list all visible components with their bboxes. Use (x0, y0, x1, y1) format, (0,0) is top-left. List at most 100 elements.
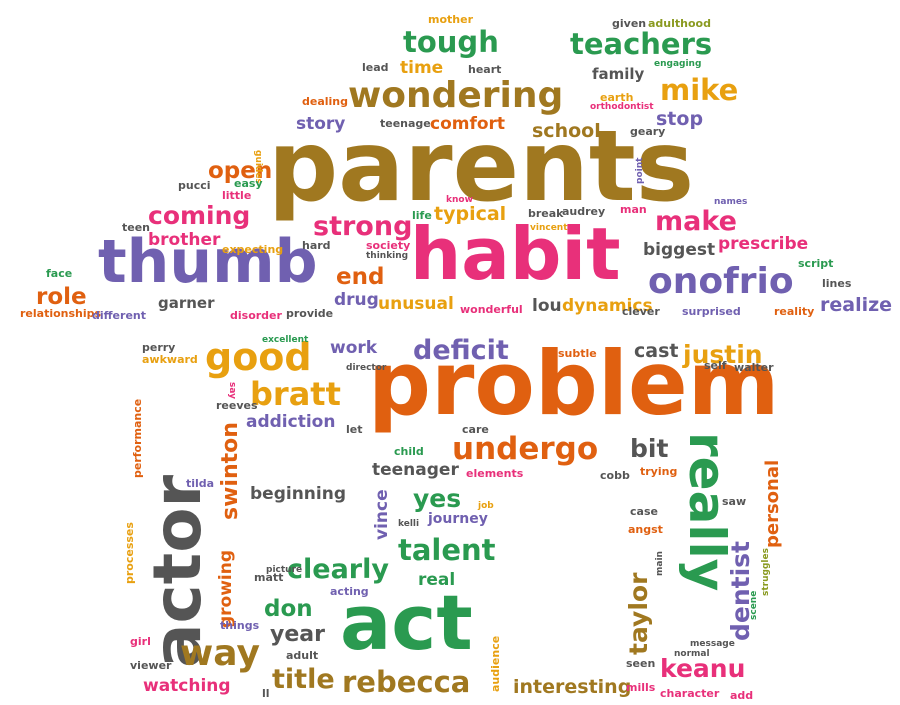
cloud-word: really (678, 432, 736, 592)
cloud-word: cast (634, 340, 679, 362)
cloud-word: names (714, 197, 748, 207)
cloud-word: problem (368, 332, 780, 435)
cloud-word: act (340, 578, 473, 667)
cloud-word: job (478, 501, 494, 511)
cloud-word: beginning (250, 484, 346, 504)
cloud-word: face (46, 267, 73, 280)
cloud-word: add (730, 689, 754, 702)
cloud-word: watching (143, 676, 231, 696)
cloud-word: audience (489, 635, 502, 692)
cloud-word: make (655, 206, 737, 237)
cloud-word: journey (428, 511, 488, 527)
cloud-word: given (612, 17, 647, 30)
cloud-word: ll (262, 687, 270, 700)
cloud-word: script (798, 257, 834, 270)
cloud-word: seen (626, 657, 656, 670)
cloud-word: viewer (130, 659, 172, 672)
cloud-word: rebecca (342, 665, 471, 699)
cloud-word: heart (468, 63, 502, 76)
cloud-word: mills (626, 681, 656, 694)
cloud-word: story (296, 114, 346, 134)
cloud-word: teenager (372, 460, 459, 480)
cloud-word: personal (762, 459, 783, 548)
cloud-word: addiction (246, 412, 336, 432)
cloud-word: family (592, 65, 645, 83)
cloud-word: character (660, 687, 720, 700)
cloud-word: break (528, 207, 564, 220)
cloud-word: dealing (302, 95, 349, 108)
cloud-word: vincent (530, 223, 568, 233)
cloud-word: pucci (178, 179, 211, 192)
cloud-word: swinton (218, 422, 243, 520)
cloud-word: tough (403, 25, 499, 59)
cloud-word: tilda (186, 477, 215, 490)
cloud-word: teachers (570, 27, 713, 61)
cloud-word: hard (302, 239, 331, 252)
cloud-word: picture (266, 565, 303, 575)
cloud-word: point (635, 157, 645, 184)
cloud-word: self (704, 359, 727, 372)
cloud-word: stop (656, 108, 704, 130)
cloud-word: school (532, 120, 601, 142)
cloud-word: little (222, 189, 252, 202)
cloud-word: matt (254, 571, 284, 584)
cloud-word: performance (131, 398, 144, 478)
cloud-word: work (330, 338, 378, 358)
cloud-word: good (205, 335, 312, 379)
cloud-word: child (394, 445, 424, 458)
cloud-word: girl (130, 635, 151, 648)
cloud-word: walter (734, 361, 774, 374)
cloud-word: growing (216, 549, 236, 628)
cloud-word: reeves (216, 399, 258, 412)
cloud-word: open (208, 158, 273, 184)
cloud-word: wondering (348, 75, 564, 116)
cloud-word: parents (268, 110, 695, 224)
cloud-word: prescribe (718, 234, 809, 254)
cloud-word: keanu (660, 654, 746, 683)
cloud-word: engaging (654, 59, 702, 69)
cloud-word: main (655, 551, 665, 576)
cloud-word: know (446, 195, 473, 205)
cloud-word: deficit (413, 335, 509, 366)
cloud-word: awkward (142, 353, 198, 366)
cloud-word: thinking (366, 251, 409, 261)
cloud-word: undergo (452, 431, 599, 467)
cloud-word: time (400, 58, 444, 78)
cloud-word: comfort (430, 114, 506, 134)
cloud-word: unusual (378, 294, 454, 314)
cloud-word: thumb (98, 227, 318, 297)
cloud-word: saw (722, 495, 747, 508)
cloud-word: man (620, 203, 647, 216)
cloud-word: don (264, 596, 313, 622)
cloud-word: message (690, 639, 735, 649)
cloud-word: director (346, 363, 387, 373)
cloud-word: trying (640, 465, 678, 478)
cloud-word: taylor (624, 572, 653, 655)
cloud-word: teenage (380, 117, 431, 130)
cloud-word: different (92, 309, 146, 322)
cloud-word: life (412, 209, 432, 222)
cloud-word: onofrio (648, 261, 794, 302)
cloud-word: things (220, 619, 260, 632)
cloud-word: scene (749, 590, 759, 620)
cloud-word: geary (630, 125, 666, 138)
cloud-word: lead (362, 61, 389, 74)
cloud-word: lines (822, 277, 852, 290)
cloud-word: reality (774, 305, 815, 318)
cloud-word: title (272, 664, 335, 695)
cloud-word: biggest (643, 240, 716, 260)
cloud-word: cobb (600, 469, 630, 482)
cloud-word: elements (466, 467, 524, 480)
cloud-word: acting (330, 585, 369, 598)
cloud-word: interesting (513, 676, 632, 698)
cloud-word: provide (286, 307, 334, 320)
cloud-word: dynamics (562, 296, 653, 316)
cloud-word: garner (158, 294, 215, 312)
cloud-word: typical (434, 203, 507, 225)
cloud-word: let (346, 423, 363, 436)
cloud-word: vince (372, 489, 392, 540)
cloud-word: way (180, 633, 260, 674)
cloud-word: bratt (250, 375, 341, 413)
cloud-word: subtle (558, 347, 597, 360)
